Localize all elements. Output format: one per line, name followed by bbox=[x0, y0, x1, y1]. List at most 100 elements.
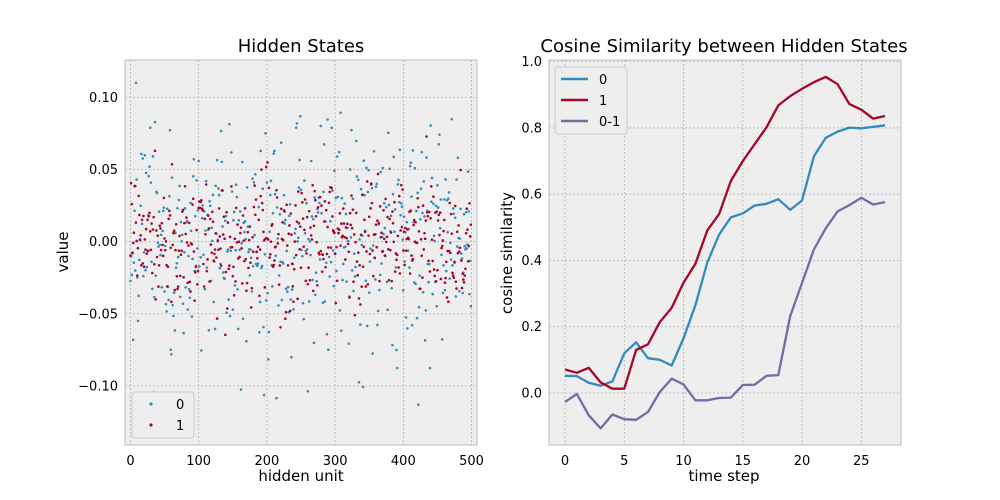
scatter-point-series-0 bbox=[421, 211, 424, 215]
scatter-point-series-1 bbox=[267, 186, 271, 190]
scatter-point-series-1 bbox=[196, 282, 199, 286]
scatter-point-series-0 bbox=[458, 237, 462, 240]
scatter-point-series-1 bbox=[228, 235, 232, 239]
scatter-point-series-1 bbox=[416, 196, 419, 200]
scatter-point-series-1 bbox=[130, 202, 134, 206]
scatter-point-series-0 bbox=[319, 124, 323, 128]
x-tick-label: 15 bbox=[735, 454, 752, 469]
scatter-point-series-1 bbox=[465, 207, 469, 211]
scatter-point-series-0 bbox=[282, 193, 286, 197]
scatter-point-series-1 bbox=[289, 212, 293, 215]
scatter-point-series-0 bbox=[310, 215, 314, 218]
scatter-point-series-1 bbox=[339, 244, 342, 247]
scatter-point-series-1 bbox=[191, 203, 194, 206]
scatter-point-series-1 bbox=[245, 289, 248, 292]
scatter-point-series-1 bbox=[223, 237, 226, 241]
scatter-point-series-1 bbox=[448, 201, 452, 205]
scatter-point-series-1 bbox=[293, 240, 297, 243]
scatter-point-series-0 bbox=[335, 155, 339, 158]
cosine-similarity-panel: 0 5 10 15 20 250.00.20.40.60.81.0 Cosine Simi… bbox=[498, 36, 908, 485]
scatter-point-series-1 bbox=[389, 231, 393, 234]
scatter-point-series-1 bbox=[284, 317, 287, 321]
scatter-point-series-0 bbox=[151, 155, 155, 158]
scatter-point-series-1 bbox=[241, 214, 245, 217]
scatter-point-series-1 bbox=[172, 229, 176, 233]
scatter-point-series-0 bbox=[357, 178, 360, 182]
scatter-point-series-1 bbox=[392, 240, 396, 244]
scatter-point-series-1 bbox=[333, 231, 336, 235]
y-tick-label: 0.8 bbox=[521, 121, 542, 136]
scatter-point-series-1 bbox=[401, 188, 404, 191]
scatter-point-series-0 bbox=[419, 218, 422, 221]
scatter-point-series-0 bbox=[311, 217, 315, 221]
scatter-point-series-1 bbox=[161, 243, 164, 247]
scatter-point-series-0 bbox=[134, 81, 138, 85]
scatter-point-series-0 bbox=[315, 279, 318, 283]
scatter-point-series-0 bbox=[359, 323, 362, 326]
scatter-point-series-0 bbox=[402, 288, 405, 292]
scatter-point-series-1 bbox=[373, 256, 376, 260]
scatter-point-series-0 bbox=[228, 122, 231, 126]
scatter-point-series-1 bbox=[198, 206, 202, 210]
x-tick-label: 20 bbox=[794, 454, 811, 469]
scatter-point-series-1 bbox=[395, 258, 398, 262]
scatter-point-series-0 bbox=[165, 207, 169, 211]
scatter-point-series-1 bbox=[300, 191, 303, 195]
scatter-point-series-1 bbox=[174, 222, 178, 226]
scatter-point-series-0 bbox=[265, 181, 269, 184]
scatter-point-series-1 bbox=[409, 209, 413, 212]
scatter-point-series-1 bbox=[406, 228, 409, 231]
scatter-point-series-1 bbox=[466, 228, 469, 231]
scatter-point-series-0 bbox=[430, 176, 434, 180]
scatter-point-series-1 bbox=[376, 172, 380, 176]
scatter-point-series-1 bbox=[432, 195, 435, 198]
scatter-point-series-0 bbox=[301, 301, 305, 305]
scatter-point-series-1 bbox=[192, 250, 196, 253]
scatter-point-series-0 bbox=[385, 280, 389, 284]
scatter-point-series-0 bbox=[399, 213, 402, 217]
scatter-point-series-0 bbox=[294, 227, 297, 231]
scatter-point-series-1 bbox=[323, 199, 327, 203]
series-lines bbox=[564, 75, 886, 430]
scatter-point-series-1 bbox=[354, 211, 358, 215]
scatter-point-series-0 bbox=[376, 323, 379, 327]
scatter-point-series-1 bbox=[370, 201, 374, 205]
scatter-point-series-1 bbox=[193, 270, 197, 274]
scatter-point-series-1 bbox=[252, 205, 256, 209]
scatter-point-series-0 bbox=[417, 305, 421, 309]
scatter-point-series-0 bbox=[135, 178, 138, 181]
scatter-point-series-0 bbox=[161, 229, 164, 233]
scatter-point-series-0 bbox=[204, 229, 207, 232]
scatter-point-series-1 bbox=[334, 301, 338, 305]
scatter-point-series-0 bbox=[445, 269, 448, 273]
scatter-point-series-0 bbox=[450, 117, 454, 121]
scatter-point-series-1 bbox=[140, 218, 144, 222]
scatter-point-series-1 bbox=[191, 197, 195, 200]
scatter-point-series-0 bbox=[459, 207, 462, 211]
scatter-point-series-0 bbox=[153, 120, 157, 124]
scatter-point-series-0 bbox=[438, 133, 441, 137]
scatter-point-series-1 bbox=[217, 248, 220, 251]
scatter-point-series-0 bbox=[306, 389, 310, 393]
scatter-point-series-1 bbox=[286, 264, 290, 267]
scatter-point-series-0 bbox=[299, 188, 303, 192]
scatter-point-series-0 bbox=[422, 180, 426, 183]
scatter-point-series-0 bbox=[351, 197, 355, 200]
scatter-point-series-0 bbox=[262, 393, 266, 397]
scatter-point-series-0 bbox=[155, 191, 159, 195]
scatter-point-series-1 bbox=[365, 180, 369, 183]
scatter-point-series-0 bbox=[292, 307, 295, 311]
scatter-point-series-1 bbox=[152, 215, 155, 219]
scatter-point-series-1 bbox=[307, 266, 310, 269]
scatter-point-series-0 bbox=[433, 239, 437, 243]
scatter-point-series-0 bbox=[196, 247, 199, 250]
scatter-point-series-0 bbox=[361, 385, 365, 389]
scatter-point-series-0 bbox=[318, 258, 322, 261]
scatter-point-series-0 bbox=[224, 214, 228, 218]
scatter-point-series-0 bbox=[417, 403, 420, 406]
scatter-point-series-1 bbox=[351, 208, 355, 211]
scatter-point-series-0 bbox=[271, 285, 274, 288]
scatter-point-series-0 bbox=[135, 276, 139, 279]
scatter-point-series-1 bbox=[408, 272, 412, 275]
scatter-point-series-1 bbox=[467, 244, 471, 248]
